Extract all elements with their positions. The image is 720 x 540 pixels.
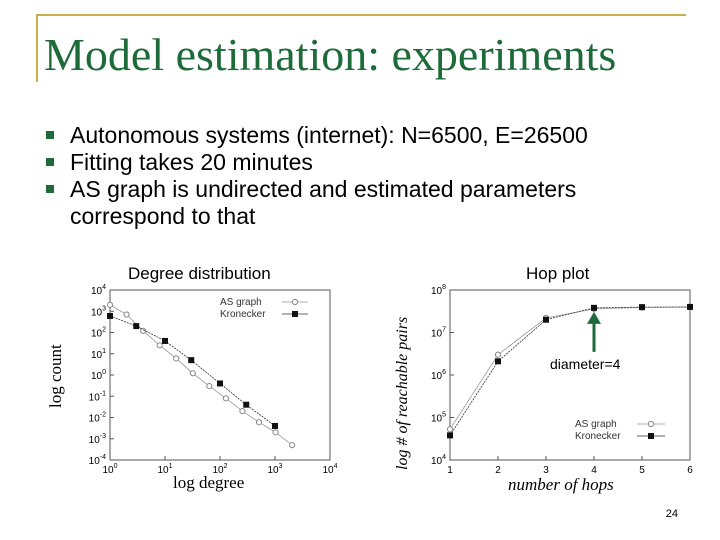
bullet-square-icon xyxy=(46,185,54,193)
degree-data-point xyxy=(255,419,263,426)
degree-legend-marker xyxy=(291,298,299,306)
hop-ylabel-text: log # of reachable pairs xyxy=(394,316,411,470)
title-frame-vertical xyxy=(36,14,38,82)
hop-data-point xyxy=(494,351,502,358)
bullet-item: AS graph is undirected and estimated par… xyxy=(44,176,694,230)
degree-data-point xyxy=(106,301,114,308)
bullet-item: Autonomous systems (internet): N=6500, E… xyxy=(44,122,694,149)
hop-ytick-label: 108 xyxy=(431,284,446,297)
degree-data-point xyxy=(162,337,168,344)
bullet-item: Fitting takes 20 minutes xyxy=(44,149,694,176)
degree-data-point xyxy=(239,408,246,415)
hop-series-line xyxy=(449,306,691,430)
degree-ytick-label: 104 xyxy=(91,284,106,297)
degree-data-point xyxy=(133,323,140,330)
degree-chart-ylabel: log count xyxy=(46,344,65,408)
bullet-text: Autonomous systems (internet): N=6500, E… xyxy=(70,122,588,148)
degree-legend-marker xyxy=(292,311,298,317)
degree-data-point xyxy=(123,311,130,318)
hop-legend-marker xyxy=(648,433,654,439)
degree-data-point xyxy=(188,357,195,364)
hop-ytick-label: 104 xyxy=(431,454,446,467)
degree-data-point xyxy=(173,355,180,362)
slide-title: Model estimation: experiments xyxy=(44,29,617,80)
degree-series-line xyxy=(109,304,293,446)
degree-ytick-label: 10-3 xyxy=(89,433,106,446)
degree-ytick-label: 103 xyxy=(91,305,106,318)
degree-ytick-label: 10-1 xyxy=(89,390,106,403)
degree-data-point xyxy=(289,442,296,449)
degree-distribution-chart: 100 101 102 103 104 104 103 102 101 100 10-1 10-2 10… xyxy=(89,284,338,475)
hop-xtick-label: 4 xyxy=(591,465,597,476)
hop-legend-label: Kronecker xyxy=(575,431,621,442)
degree-data-point xyxy=(222,395,229,402)
hop-xtick-label: 5 xyxy=(639,465,645,476)
degree-xtick-label: 100 xyxy=(102,463,117,475)
degree-data-point xyxy=(189,370,196,377)
title-frame-horizontal xyxy=(36,14,686,16)
hop-plot-chart: 1 2 3 4 5 6 108 107 106 105 104 diameter=4 AS graphK… xyxy=(431,284,693,476)
hop-data-point xyxy=(639,304,645,311)
hop-chart-title: Hop plot xyxy=(526,264,590,283)
hop-ytick-label: 106 xyxy=(431,369,446,382)
degree-data-point xyxy=(272,429,279,436)
bullet-square-icon xyxy=(46,131,54,139)
hop-data-point xyxy=(446,426,454,433)
degree-ytick-label: 10-2 xyxy=(89,412,106,425)
degree-ytick-label: 101 xyxy=(91,348,106,361)
bullet-square-icon xyxy=(46,158,54,166)
hop-ytick-label: 105 xyxy=(431,412,446,425)
degree-xtick-label: 101 xyxy=(157,463,172,475)
hop-xtick-label: 6 xyxy=(687,465,693,476)
degree-ytick-label: 100 xyxy=(91,369,106,382)
degree-xtick-label: 102 xyxy=(212,463,227,475)
diameter-annotation: diameter=4 xyxy=(550,356,621,372)
hop-data-point xyxy=(495,358,501,365)
hop-data-point xyxy=(591,304,597,311)
hop-ytick-label: 107 xyxy=(431,327,446,340)
hop-data-point xyxy=(543,316,549,323)
degree-data-point xyxy=(140,327,147,334)
hop-legend-marker xyxy=(647,420,655,428)
degree-data-point xyxy=(243,401,250,408)
degree-ytick-label: 10-4 xyxy=(89,454,106,467)
hop-xtick-label: 2 xyxy=(495,465,501,476)
degree-data-point xyxy=(217,380,223,387)
hop-legend-label: AS graph xyxy=(575,419,617,430)
degree-legend-label: Kronecker xyxy=(220,309,266,320)
degree-xlabel-text: log degree xyxy=(173,473,245,492)
degree-chart-xlabel: log degree xyxy=(173,473,244,493)
degree-xtick-label: 103 xyxy=(267,463,282,475)
degree-data-point xyxy=(206,383,213,390)
degree-data-point xyxy=(272,422,278,429)
hop-xtick-label: 3 xyxy=(543,465,549,476)
hop-series-line xyxy=(449,306,691,436)
diameter-arrow-head-icon xyxy=(587,311,601,324)
hop-data-point xyxy=(687,303,693,310)
degree-data-point xyxy=(107,312,113,319)
degree-chart-title: Degree distribution xyxy=(128,264,271,283)
degree-xtick-label: 104 xyxy=(322,463,337,475)
degree-legend-label: AS graph xyxy=(220,297,262,308)
bullet-text: AS graph is undirected and estimated par… xyxy=(70,176,577,229)
degree-ytick-label: 102 xyxy=(91,327,106,340)
hop-xtick-label: 1 xyxy=(447,465,453,476)
bullet-text: Fitting takes 20 minutes xyxy=(70,149,313,175)
hop-chart-xlabel: number of hops xyxy=(508,475,614,494)
page-number: 24 xyxy=(665,508,678,520)
bullet-list: Autonomous systems (internet): N=6500, E… xyxy=(44,122,694,230)
degree-data-point xyxy=(156,342,163,349)
hop-data-point xyxy=(447,432,453,439)
